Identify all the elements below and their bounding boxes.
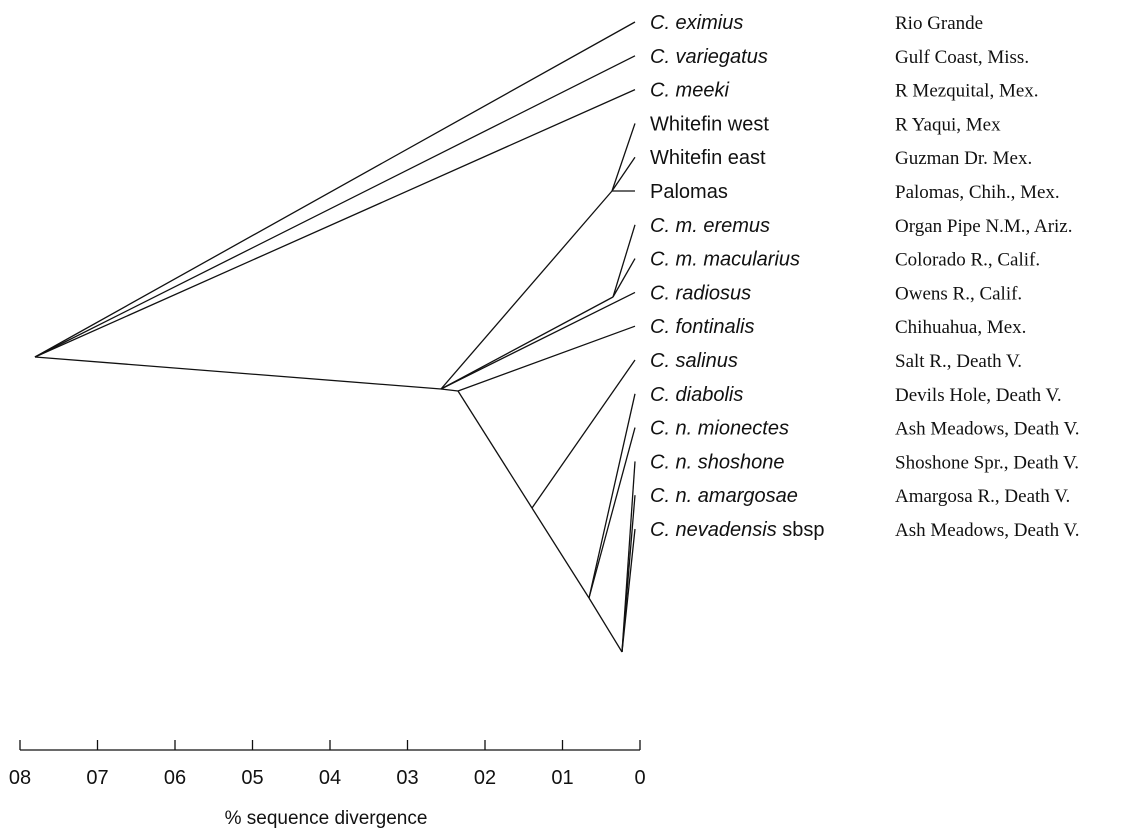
taxon-name-italic: C. n. mionectes [650, 418, 789, 440]
locality-label: Guzman Dr. Mex. [895, 148, 1032, 169]
taxon-label: C. nevadensis sbsp [650, 519, 825, 541]
locality-label: Owens R., Calif. [895, 283, 1022, 304]
divergence-axis: 08 07 06 05 04 03 02 01 0 % sequence divergence [9, 740, 646, 829]
axis-title: % sequence divergence [225, 808, 428, 829]
taxon-label: C. n. mionectes [650, 418, 789, 440]
taxon-label: C. m. macularius [650, 249, 800, 271]
locality-label: Organ Pipe N.M., Ariz. [895, 216, 1073, 237]
locality-label: Devils Hole, Death V. [895, 385, 1062, 406]
branch-nS-to-nD [531, 507, 590, 599]
locality-label: Colorado R., Calif. [895, 250, 1040, 271]
locality-label: Palomas, Chih., Mex. [895, 182, 1060, 203]
taxon-labels: C. eximius Rio Grande C. variegatus Gulf Co… [650, 12, 1080, 541]
taxon-name-italic: C. variegatus [650, 46, 768, 68]
taxon-label: C. n. shoshone [650, 451, 785, 473]
locality-label: Shoshone Spr., Death V. [895, 452, 1079, 473]
branch-root-to-n1 [34, 356, 442, 390]
taxon-name-plain: Whitefin west [650, 113, 769, 135]
locality-label: Amargosa R., Death V. [895, 486, 1070, 507]
branch-nM-to-m_macularius [612, 258, 636, 298]
taxon-label: Whitefin east [650, 147, 766, 169]
axis-tick-label: 01 [551, 767, 573, 789]
taxon-label: C. radiosus [650, 282, 751, 304]
branch-root-to-variegatus [34, 55, 636, 358]
taxon-label: C. n. amargosae [650, 485, 798, 507]
branch-nW-to-whitefin_east [611, 156, 636, 192]
branch-nD-to-nA [588, 597, 623, 653]
branch-n2-to-nS [457, 390, 533, 509]
locality-label: Gulf Coast, Miss. [895, 47, 1029, 68]
taxon-label: C. meeki [650, 80, 729, 102]
axis-tick-label: 08 [9, 767, 31, 789]
taxon-label: Whitefin west [650, 113, 769, 135]
taxon-name-plain: sbsp [777, 519, 825, 541]
taxon-name-italic: C. m. macularius [650, 249, 800, 271]
branch-nM-to-m_eremus [612, 224, 636, 298]
taxon-name-italic: C. diabolis [650, 384, 743, 406]
taxon-name-italic: C. m. eremus [650, 215, 770, 237]
branch-nS-to-salinus [531, 359, 636, 509]
taxon-label: C. eximius [650, 12, 743, 34]
taxon-label: C. variegatus [650, 46, 768, 68]
branch-n2-to-fontinalis [457, 325, 636, 392]
taxon-name-italic: C. n. amargosae [650, 485, 798, 507]
axis-tick-label: 07 [86, 767, 108, 789]
axis-tick-label: 05 [241, 767, 263, 789]
locality-label: Salt R., Death V. [895, 351, 1022, 372]
taxon-label: C. fontinalis [650, 316, 755, 338]
locality-label: R Yaqui, Mex [895, 114, 1001, 135]
taxon-name-plain: Whitefin east [650, 147, 766, 169]
branch-n1-to-n2 [440, 388, 459, 392]
locality-label: Chihuahua, Mex. [895, 317, 1026, 338]
taxon-name-italic: C. n. shoshone [650, 451, 785, 473]
branch-nD-to-n_mionectes [588, 427, 636, 599]
taxon-name-italic: C. fontinalis [650, 316, 755, 338]
taxon-name-italic: C. salinus [650, 350, 738, 372]
branch-nW-to-whitefin_west [611, 123, 636, 192]
taxon-name-italic: C. nevadensis [650, 519, 777, 541]
taxon-label: C. diabolis [650, 384, 743, 406]
branch-nD-to-diabolis [588, 393, 636, 599]
branch-root-to-meeki [34, 89, 636, 358]
branch-root-to-eximius [34, 21, 636, 358]
locality-label: Ash Meadows, Death V. [895, 419, 1080, 440]
axis-tick-label: 06 [164, 767, 186, 789]
locality-label: Ash Meadows, Death V. [895, 520, 1080, 541]
branch-n1-to-radiosus [440, 291, 636, 390]
taxon-name-plain: Palomas [650, 181, 728, 203]
taxon-label: Palomas [650, 181, 728, 203]
taxon-name-italic: C. meeki [650, 80, 729, 102]
taxon-label: C. m. eremus [650, 215, 770, 237]
taxon-name-italic: C. eximius [650, 12, 743, 34]
branch-n1-to-nM [440, 296, 614, 390]
tree-branches [34, 21, 636, 653]
branch-n1-to-nW [440, 190, 613, 390]
locality-label: R Mezquital, Mex. [895, 81, 1039, 102]
taxon-name-italic: C. radiosus [650, 282, 751, 304]
axis-tick-label: 0 [634, 767, 645, 789]
locality-label: Rio Grande [895, 13, 983, 34]
axis-tick-label: 02 [474, 767, 496, 789]
axis-tick-label: 03 [396, 767, 418, 789]
branch-nA-to-nevadensis_sbsp [621, 528, 636, 653]
taxon-label: C. salinus [650, 350, 738, 372]
axis-tick-label: 04 [319, 767, 341, 789]
